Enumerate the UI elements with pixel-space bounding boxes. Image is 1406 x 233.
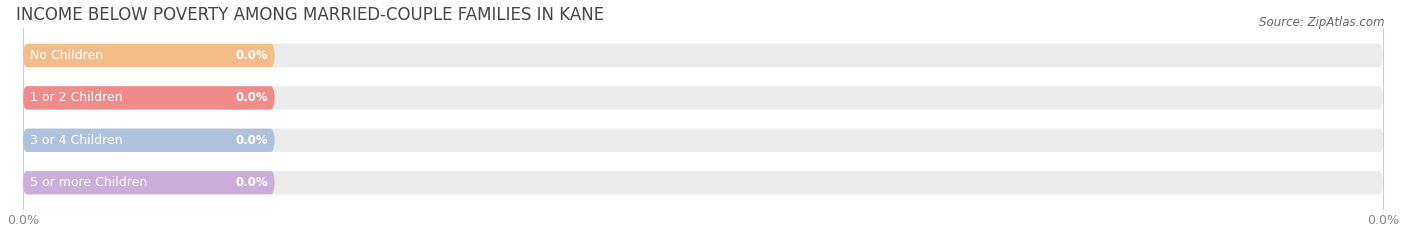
FancyBboxPatch shape [22, 171, 1384, 194]
Text: 0.0%: 0.0% [235, 49, 267, 62]
Text: 1 or 2 Children: 1 or 2 Children [30, 91, 122, 104]
Text: 0.0%: 0.0% [235, 91, 267, 104]
Text: INCOME BELOW POVERTY AMONG MARRIED-COUPLE FAMILIES IN KANE: INCOME BELOW POVERTY AMONG MARRIED-COUPL… [15, 6, 605, 24]
Text: Source: ZipAtlas.com: Source: ZipAtlas.com [1260, 16, 1385, 29]
Text: 3 or 4 Children: 3 or 4 Children [30, 134, 122, 147]
Text: 0.0%: 0.0% [235, 176, 267, 189]
FancyBboxPatch shape [22, 129, 274, 152]
FancyBboxPatch shape [22, 86, 1384, 110]
FancyBboxPatch shape [22, 44, 1384, 67]
Text: 5 or more Children: 5 or more Children [30, 176, 148, 189]
Text: 0.0%: 0.0% [235, 134, 267, 147]
FancyBboxPatch shape [22, 129, 1384, 152]
FancyBboxPatch shape [22, 171, 274, 194]
FancyBboxPatch shape [22, 44, 274, 67]
Text: No Children: No Children [30, 49, 103, 62]
FancyBboxPatch shape [22, 86, 274, 110]
